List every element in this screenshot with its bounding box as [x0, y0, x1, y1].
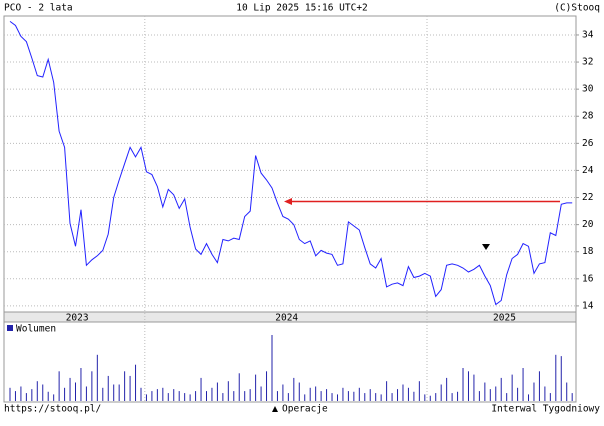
- header-right: (C)Stooq: [554, 3, 600, 14]
- y-tick-label: 26: [582, 138, 594, 149]
- price-line: [9, 20, 573, 306]
- y-tick-label: 24: [582, 165, 594, 176]
- header-center: 10 Lip 2025 15:16 UTC+2: [236, 3, 368, 14]
- footer-right: Interwal Tygodniowy: [491, 404, 600, 415]
- x-tick-label: 2024: [275, 313, 298, 324]
- arrow-head: [284, 198, 292, 205]
- legend-label: Wolumen: [16, 324, 56, 335]
- footer-center: Operacje: [282, 404, 328, 415]
- y-tick-label: 28: [582, 111, 594, 122]
- y-tick-label: 34: [582, 29, 594, 40]
- y-tick-label: 20: [582, 219, 594, 230]
- y-tick-label: 18: [582, 246, 594, 257]
- operations-icon: [272, 406, 278, 412]
- volume-frame: [3, 321, 577, 403]
- y-tick-label: 22: [582, 192, 593, 203]
- operation-marker: [482, 244, 490, 250]
- x-tick-label: 2025: [493, 313, 516, 324]
- y-tick-label: 14: [582, 300, 594, 311]
- header-left: PCO - 2 lata: [4, 3, 73, 14]
- y-tick-label: 30: [582, 84, 594, 95]
- x-tick-label: 2023: [66, 313, 89, 324]
- legend-swatch: [7, 325, 13, 331]
- y-tick-label: 16: [582, 273, 594, 284]
- y-tick-label: 32: [582, 57, 593, 68]
- footer-left: https://stooq.pl/: [4, 404, 101, 415]
